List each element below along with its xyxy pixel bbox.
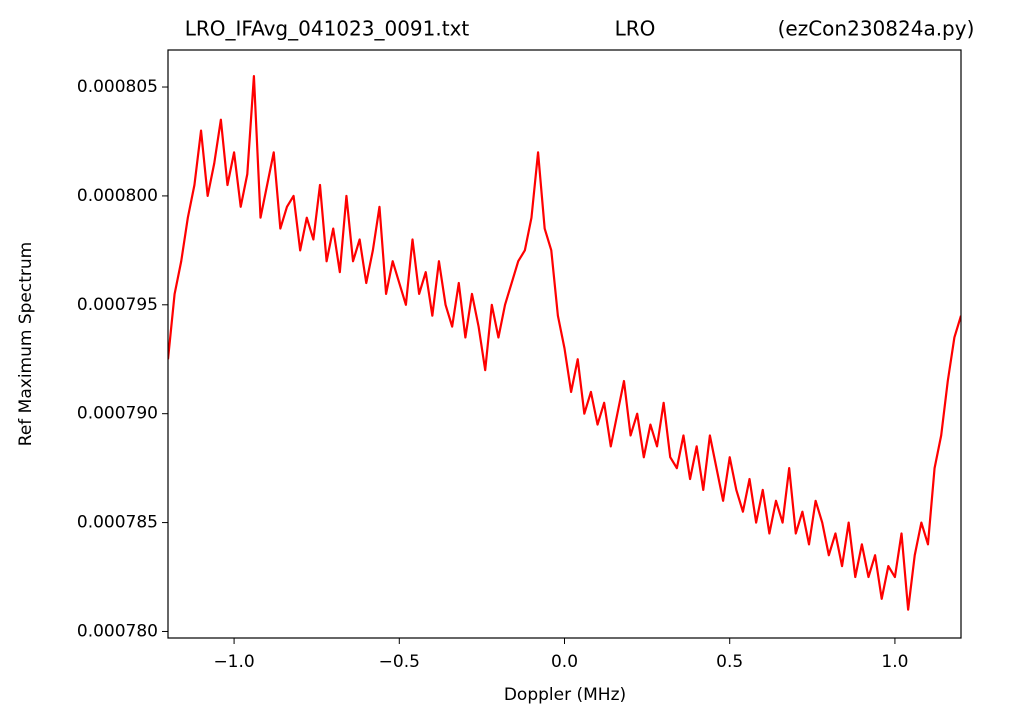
x-tick-label: 0.5	[716, 652, 743, 672]
chart-title: LRO_IFAvg_041023_0091.txt	[185, 17, 470, 41]
chart-title: LRO	[615, 17, 656, 41]
y-tick-label: 0.000780	[77, 621, 158, 641]
plot-frame	[167, 49, 962, 639]
x-tick-label: −1.0	[213, 652, 254, 672]
data-line	[168, 75, 961, 611]
x-tick-label: 1.0	[881, 652, 908, 672]
y-axis-label: Ref Maximum Spectrum	[16, 242, 36, 446]
x-axis-label: Doppler (MHz)	[504, 685, 626, 705]
x-tick-label: 0.0	[551, 652, 578, 672]
y-tick-label: 0.000795	[77, 295, 158, 315]
y-tick-label: 0.000805	[77, 77, 158, 97]
chart-title: (ezCon230824a.py)	[778, 17, 975, 41]
x-tick-label: −0.5	[379, 652, 420, 672]
y-tick-label: 0.000785	[77, 513, 158, 533]
y-tick-label: 0.000800	[77, 186, 158, 206]
y-tick-label: 0.000790	[77, 404, 158, 424]
